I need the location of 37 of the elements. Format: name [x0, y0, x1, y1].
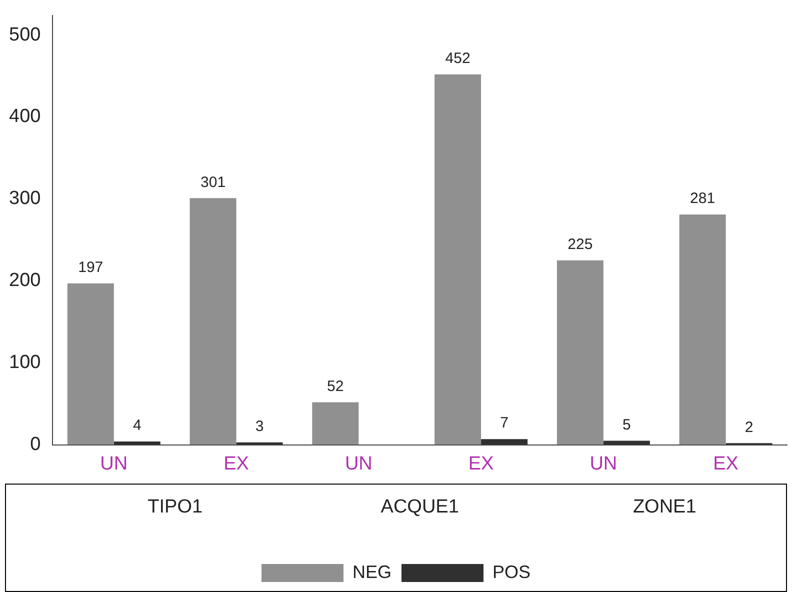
data-label: 197 — [78, 259, 104, 276]
bar — [114, 442, 160, 445]
data-label: 2 — [744, 418, 754, 436]
text: ZONE1 — [632, 496, 696, 518]
bar — [679, 214, 726, 445]
legend-label: POS — [492, 562, 531, 582]
data-label: 3 — [255, 418, 264, 435]
bar — [481, 439, 528, 445]
y-tick-label: 0 — [30, 434, 41, 456]
data-label: 7 — [500, 414, 508, 432]
data-label: 225 — [568, 236, 593, 254]
bar — [67, 283, 114, 445]
bar — [190, 198, 236, 445]
data-label: 52 — [327, 378, 344, 395]
x-tick-label: EX — [224, 453, 250, 474]
x-tick-label: UN — [590, 453, 618, 474]
data-label: 301 — [200, 174, 226, 191]
data-label: 5 — [622, 416, 631, 434]
data-label: 452 — [445, 50, 470, 68]
bar — [434, 74, 482, 445]
data-label: 4 — [132, 417, 142, 434]
bar — [556, 260, 604, 445]
y-tick-label: 200 — [9, 270, 41, 292]
y-tick-label: 500 — [9, 24, 41, 46]
bar — [312, 402, 359, 445]
x-tick-label: UN — [344, 453, 372, 474]
text: TIPO1 — [148, 496, 203, 518]
y-tick-label: 300 — [9, 188, 41, 210]
y-tick-label: 100 — [9, 352, 41, 374]
data-label: 281 — [690, 190, 716, 208]
text: ACQUE1 — [380, 496, 459, 518]
bar — [603, 440, 650, 445]
x-tick-label: UN — [100, 453, 128, 474]
x-tick-label: EX — [713, 453, 739, 474]
x-tick-label: EX — [468, 453, 494, 474]
y-tick-label: 400 — [9, 106, 41, 128]
legend-label: NEG — [352, 562, 392, 582]
